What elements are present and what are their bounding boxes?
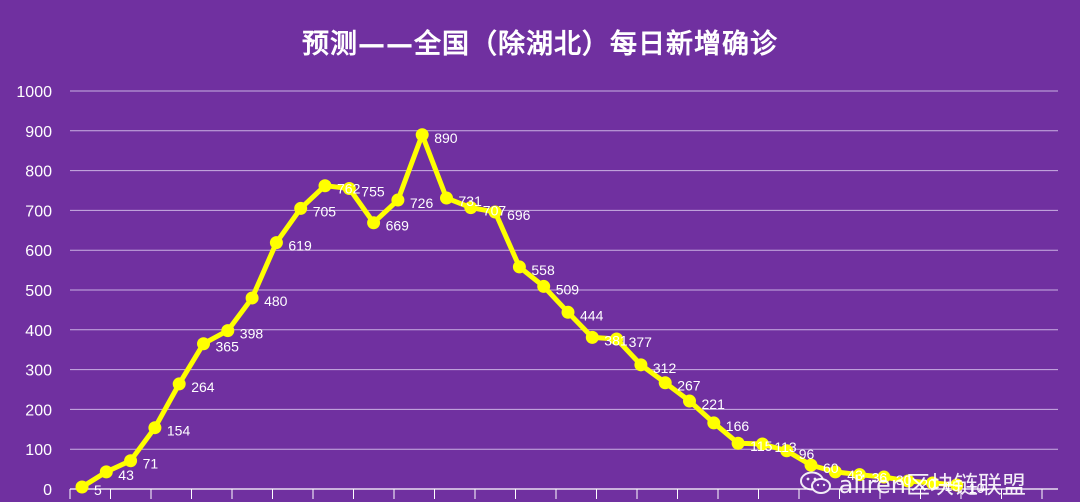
data-label: 221	[702, 396, 726, 412]
y-tick-label: 1000	[16, 84, 52, 101]
data-point	[367, 216, 381, 230]
data-label: 755	[361, 184, 385, 200]
data-label: 444	[580, 307, 604, 323]
data-point	[221, 324, 235, 338]
data-label: 558	[531, 262, 555, 278]
y-tick-label: 900	[25, 124, 52, 141]
data-point	[124, 454, 138, 468]
data-label: 267	[677, 378, 701, 394]
data-point	[172, 377, 186, 391]
data-point	[731, 436, 745, 450]
data-label: 115	[750, 438, 773, 454]
data-label: 726	[410, 195, 434, 211]
y-tick-label: 800	[25, 164, 52, 181]
data-point	[197, 337, 210, 351]
data-point	[488, 205, 502, 219]
data-point	[464, 201, 478, 215]
data-label: 60	[823, 460, 839, 476]
data-point	[901, 474, 915, 488]
y-tick-label: 300	[25, 363, 52, 380]
data-label: 113	[774, 439, 797, 455]
watermark-text: aliren区块链联盟	[838, 471, 1026, 499]
data-point	[245, 291, 259, 305]
data-label: 696	[507, 207, 531, 223]
data-label: 890	[434, 130, 458, 146]
data-point	[440, 191, 453, 205]
data-label: 509	[556, 281, 580, 297]
y-axis-ticks: 0 100 200 300 400 500 600 700 800 900 1000	[16, 84, 52, 499]
watermark: aliren区块链联盟	[799, 465, 1026, 500]
data-label: 705	[313, 203, 337, 219]
data-point	[148, 421, 162, 435]
data-label: 166	[726, 418, 750, 434]
y-tick-label: 100	[25, 442, 52, 459]
data-label: 669	[386, 218, 410, 234]
data-label: 365	[216, 339, 240, 355]
data-point	[683, 394, 696, 408]
data-point	[926, 476, 939, 490]
x-axis	[69, 488, 1058, 499]
data-point	[512, 260, 526, 274]
data-point	[391, 193, 405, 207]
series-line	[75, 128, 964, 494]
data-point	[537, 279, 551, 293]
data-point	[75, 480, 89, 494]
data-label: 154	[167, 423, 191, 439]
data-label: 731	[459, 193, 483, 209]
series-line-path	[79, 132, 960, 490]
data-label: 264	[191, 379, 215, 395]
data-point	[318, 179, 332, 193]
data-point	[780, 444, 794, 458]
data-point	[950, 478, 964, 492]
data-point	[853, 468, 867, 482]
grid-lines	[70, 90, 1058, 490]
y-tick-label: 0	[43, 482, 52, 499]
data-label: 312	[653, 360, 677, 376]
y-tick-label: 500	[25, 283, 52, 300]
data-label: 762	[337, 181, 361, 197]
data-point	[415, 128, 429, 142]
data-label: 398	[240, 326, 264, 342]
data-label: 43	[847, 467, 863, 483]
data-label: 30	[896, 472, 912, 488]
y-tick-label: 200	[25, 402, 52, 419]
data-label: 377	[629, 334, 653, 350]
data-label: 71	[143, 456, 159, 472]
data-point	[561, 305, 575, 319]
data-label: 480	[264, 293, 288, 309]
y-tick-label: 700	[25, 203, 52, 220]
data-label: 707	[483, 203, 507, 219]
y-tick-label: 600	[25, 243, 52, 260]
data-point	[342, 182, 356, 196]
data-point	[755, 437, 769, 451]
chart-title: 预测——全国（除湖北）每日新增确诊	[302, 29, 778, 60]
data-point	[294, 201, 308, 215]
y-tick-label: 400	[25, 323, 52, 340]
data-label: 43	[118, 467, 134, 483]
data-point	[99, 465, 113, 479]
data-point	[804, 458, 818, 472]
data-point	[707, 416, 721, 430]
data-label: 10	[969, 480, 985, 496]
data-label: 96	[799, 446, 815, 462]
data-label: 619	[288, 238, 312, 254]
data-point	[634, 358, 648, 372]
data-label: 20	[920, 476, 936, 492]
data-point	[269, 236, 283, 250]
data-point	[610, 332, 624, 346]
data-point	[658, 376, 672, 390]
data-point	[828, 465, 842, 479]
data-label: 36	[872, 470, 888, 486]
data-label: 15	[945, 478, 961, 494]
wechat-icon	[799, 471, 831, 494]
data-label: 5	[94, 482, 102, 498]
data-point	[585, 330, 599, 344]
data-point	[877, 470, 891, 484]
data-label: 381	[604, 332, 628, 348]
